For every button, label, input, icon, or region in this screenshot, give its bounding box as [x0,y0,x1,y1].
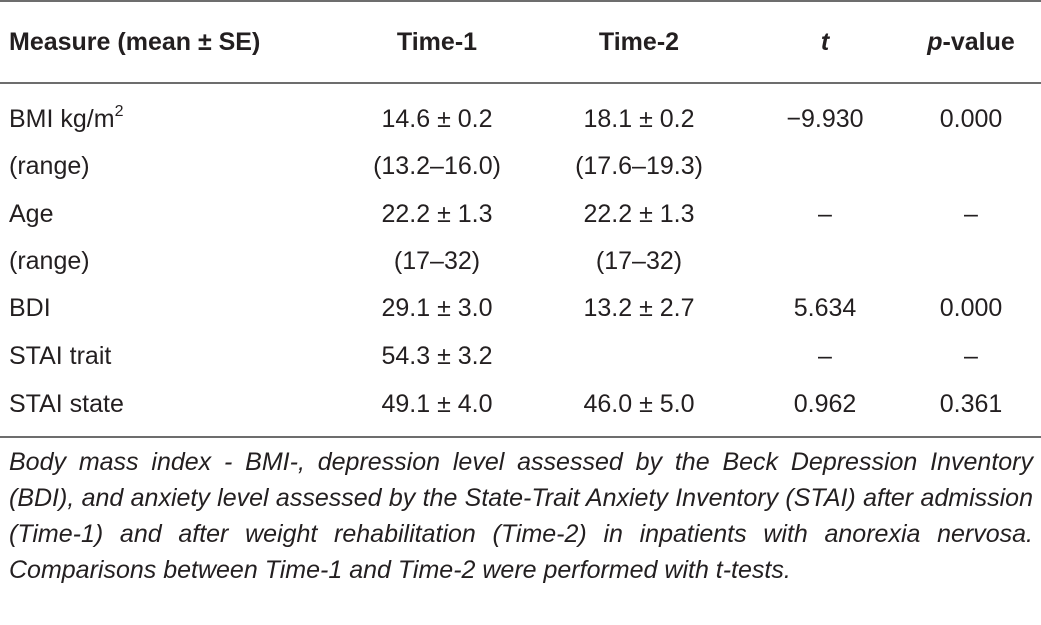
cell-p: 0.000 [939,294,1003,323]
cell-time2: (17–32) [595,246,683,275]
cell-time1: 29.1 ± 3.0 [381,294,493,323]
table-caption: Body mass index - BMI-, depression level… [9,448,1033,584]
cell-p: – [964,199,978,228]
cell-t: – [818,341,832,370]
header-time2: Time-2 [529,0,749,84]
cell-time1: 14.6 ± 0.2 [381,105,493,133]
table-row: STAI state 49.1 ± 4.0 46.0 ± 5.0 0.962 0… [0,379,1041,438]
header-t: t [749,0,901,84]
cell-time2: 13.2 ± 2.7 [583,294,695,323]
cell-time2: (17.6–19.3) [575,152,703,181]
table-row: STAI trait 54.3 ± 3.2 – – [0,333,1041,380]
cell-t: −9.930 [786,105,864,133]
cell-measure: STAI trait [9,341,112,370]
cell-time2: 46.0 ± 5.0 [529,379,749,438]
cell-t: 0.962 [749,379,901,438]
cell-t: – [818,199,832,228]
table-header-row: Measure (mean ± SE) Time-1 Time-2 t p-va… [0,0,1041,84]
cell-p [901,238,1041,285]
cell-time1: 49.1 ± 4.0 [345,379,529,438]
header-time1: Time-1 [345,0,529,84]
cell-t [749,143,901,190]
table-row: (range) (17–32) (17–32) [0,238,1041,285]
cell-time1: (13.2–16.0) [373,152,501,181]
table-row: BMI kg/m2 14.6 ± 0.2 18.1 ± 0.2 −9.930 0… [0,83,1041,143]
table-row: (range) (13.2–16.0) (17.6–19.3) [0,143,1041,190]
cell-time2: 18.1 ± 0.2 [583,105,695,133]
cell-p: 0.000 [939,105,1003,133]
cell-time2 [529,333,749,380]
cell-time2: 22.2 ± 1.3 [583,199,695,228]
cell-measure: Age [9,199,54,228]
cell-p [901,143,1041,190]
cell-t [749,238,901,285]
header-p-value: p-value [901,0,1041,84]
cell-time1: (17–32) [393,246,481,275]
cell-measure: (range) [9,152,90,181]
cell-t: 5.634 [793,294,857,323]
results-table: Measure (mean ± SE) Time-1 Time-2 t p-va… [0,0,1041,438]
header-measure: Measure (mean ± SE) [0,0,345,84]
cell-measure: (range) [9,246,90,275]
cell-p: 0.361 [901,379,1041,438]
cell-measure: BDI [9,294,51,323]
table-row: Age 22.2 ± 1.3 22.2 ± 1.3 – – [0,190,1041,237]
cell-time1: 22.2 ± 1.3 [381,199,493,228]
table-row: BDI 29.1 ± 3.0 13.2 ± 2.7 5.634 0.000 [0,285,1041,332]
cell-p: – [964,341,978,370]
cell-time1: 54.3 ± 3.2 [381,341,493,370]
cell-measure: BMI kg/m2 [9,103,124,134]
cell-measure: STAI state [0,379,345,438]
